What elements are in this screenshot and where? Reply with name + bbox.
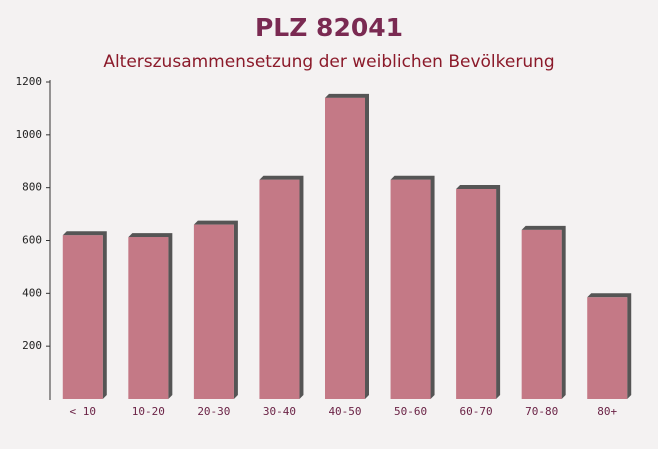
x-tick-label: < 10 <box>70 405 97 418</box>
bar <box>193 224 234 399</box>
y-tick-label: 800 <box>22 181 42 194</box>
y-tick-label: 400 <box>22 286 42 299</box>
chart-title: PLZ 82041 <box>255 13 403 42</box>
x-tick-label: 60-70 <box>460 405 493 418</box>
y-tick-label: 600 <box>22 234 42 247</box>
chart-subtitle: Alterszusammensetzung der weiblichen Bev… <box>103 52 554 72</box>
x-tick-label: 40-50 <box>328 405 361 418</box>
bar <box>456 188 497 399</box>
bar <box>325 97 365 399</box>
x-tick-label: 80+ <box>597 405 617 418</box>
bar <box>521 229 562 399</box>
bar <box>259 179 300 399</box>
bar <box>587 297 628 399</box>
bar <box>62 235 103 399</box>
x-tick-label: 70-80 <box>525 405 558 418</box>
bar <box>390 179 431 399</box>
x-tick-label: 10-20 <box>132 405 165 418</box>
x-tick-label: 20-30 <box>197 405 230 418</box>
y-tick-label: 200 <box>22 339 42 352</box>
x-tick-label: 30-40 <box>263 405 296 418</box>
bar <box>128 237 169 399</box>
y-tick-label: 1200 <box>16 75 43 88</box>
x-tick-label: 50-60 <box>394 405 427 418</box>
y-tick-label: 1000 <box>16 128 43 141</box>
